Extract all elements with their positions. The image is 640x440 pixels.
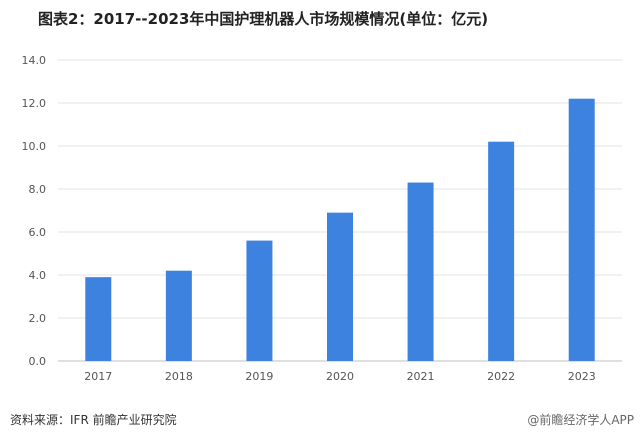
x-tick-label: 2019 [245,370,273,383]
bar [488,141,515,361]
bar [165,270,192,361]
y-tick-label: 2.0 [29,312,47,325]
footer-watermark: @前瞻经济学人APP [527,413,634,427]
y-tick-label: 0.0 [29,355,47,368]
x-tick-label: 2018 [165,370,193,383]
y-tick-label: 4.0 [29,269,47,282]
x-tick-label: 2017 [84,370,112,383]
x-tick-label: 2020 [326,370,354,383]
source-note: 资料来源：IFR 前瞻产业研究院 [10,413,177,427]
y-tick-label: 14.0 [22,54,47,67]
bar [327,212,353,361]
bar [85,277,112,361]
x-tick-label: 2021 [407,370,435,383]
bar [568,98,595,361]
bar [246,240,273,361]
y-tick-label: 12.0 [22,97,47,110]
bar [407,182,434,361]
y-tick-label: 6.0 [29,226,47,239]
y-tick-label: 8.0 [29,183,47,196]
x-tick-label: 2022 [487,370,515,383]
x-tick-label: 2023 [568,370,596,383]
y-tick-label: 10.0 [22,140,47,153]
chart-title: 图表2：2017--2023年中国护理机器人市场规模情况(单位：亿元) [38,10,489,28]
